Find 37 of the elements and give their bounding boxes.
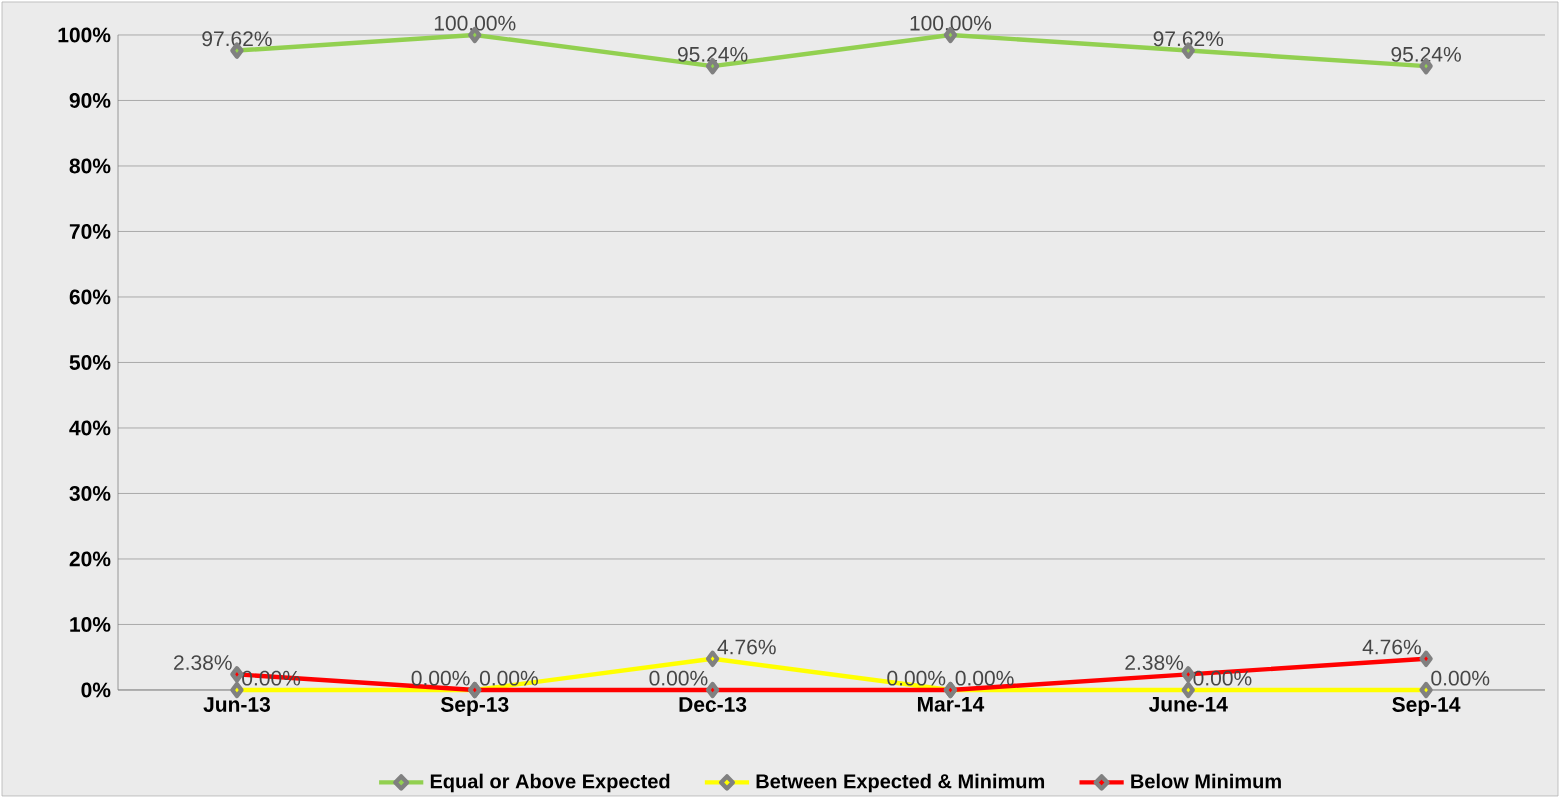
y-tick-label: 80% [69,158,111,174]
x-tick-label: Sep-14 [1392,696,1461,716]
y-tick-label: 100% [58,27,111,43]
data-label: 95.24% [1391,46,1461,62]
y-tick-label: 60% [69,289,111,305]
x-tick-label: June-14 [1148,696,1228,712]
data-label: 0.00% [479,670,538,686]
data-label: 0.00% [887,670,946,686]
legend-label: Equal or Above Expected [430,773,670,793]
x-tick-label: Sep-13 [440,696,509,716]
x-tick-label: Dec-13 [679,696,747,712]
data-label: 0.00% [1431,670,1490,686]
data-label: 4.76% [1362,639,1421,655]
y-tick-label: 90% [69,92,111,108]
y-tick-label: 0% [81,682,111,698]
data-label: 97.62% [202,31,272,47]
y-tick-label: 40% [69,420,111,436]
data-label: 4.76% [717,639,776,655]
data-label: 100.00% [910,15,992,31]
x-tick-label: Mar-14 [917,696,985,712]
data-label: 0.00% [1193,670,1252,686]
y-tick-label: 70% [69,223,111,239]
data-label: 0.00% [955,670,1014,686]
y-tick-label: 30% [69,485,111,501]
y-tick-label: 20% [69,551,111,567]
data-label: 0.00% [649,670,708,686]
legend-label: Below Minimum [1131,773,1281,789]
data-label: 95.24% [677,46,748,62]
data-label: 2.38% [1125,655,1184,670]
x-tick-label: Jun-13 [203,696,270,712]
data-label: 100.00% [434,15,516,31]
y-tick-label: 10% [70,616,111,632]
legend-label: Between Expected & Minimum [756,773,1045,793]
data-label: 0.00% [411,670,470,686]
data-label: 97.62% [1153,31,1224,47]
y-tick-label: 50% [69,354,111,370]
data-label: 2.38% [174,655,232,670]
